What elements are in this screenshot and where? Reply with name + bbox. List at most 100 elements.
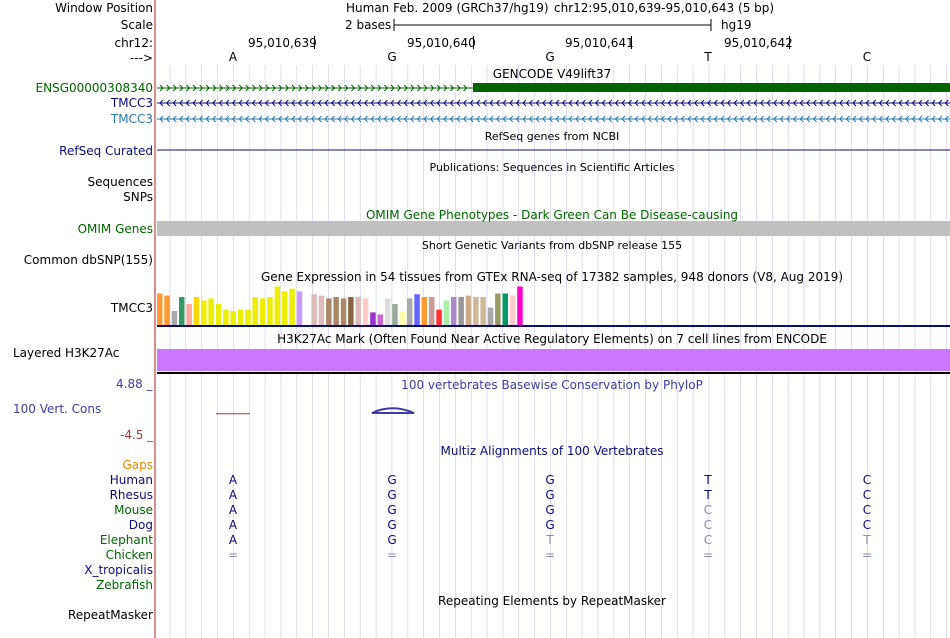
multiz-track-title[interactable]: Multiz Alignments of 100 Vertebrates [440,444,664,458]
publications-track-title[interactable]: Publications: Sequences in Scientific Ar… [429,161,675,174]
tmcc3-strand-arrow [383,115,388,123]
tmcc3-strand-arrow [205,115,210,123]
gtex-tissue-bar [281,291,288,325]
tmcc3-strand-arrow [924,99,929,107]
tmcc3-strand-arrow [185,115,190,123]
tmcc3-strand-arrow [700,115,705,123]
tmcc3-strand-arrow [812,115,817,123]
tmcc3-strand-arrow [601,99,606,107]
gencode-strand-arrow [172,84,177,92]
gtex-tissue-bar [318,295,325,325]
tmcc3-strand-arrow [192,115,197,123]
gencode-strand-arrow [450,84,455,92]
coord-tick-3 [631,36,632,49]
gencode-strand-arrow [417,84,422,92]
tmcc3-strand-arrow [370,115,375,123]
ref-base: G [545,50,555,64]
gencode-track-title[interactable]: GENCODE V49lift37 [492,67,612,81]
tmcc3-strand-arrow [746,115,751,123]
multiz-species-label[interactable]: Human [109,473,153,487]
omim-track-title[interactable]: OMIM Gene Phenotypes - Dark Green Can Be… [365,208,739,222]
repeatmasker-track-title[interactable]: Repeating Elements by RepeatMasker [438,594,666,608]
tmcc3-strand-arrow [172,115,177,123]
gtex-tissue-bar [296,291,303,325]
gtex-tissue-bar [186,304,192,325]
tmcc3-strand-arrow [911,99,916,107]
gtex-track-title[interactable]: Gene Expression in 54 tissues from GTEx … [260,270,844,284]
multiz-species-label[interactable]: Elephant [99,533,153,547]
window-position[interactable]: chr12:95,010,639-95,010,643 (5 bp) [554,1,775,15]
tmcc3-strand-arrow [759,115,764,123]
tmcc3-strand-arrow [614,115,619,123]
gencode-strand-arrow [384,84,389,92]
multiz-aligned-base: C [703,518,713,532]
multiz-species-label[interactable]: Chicken [105,548,153,562]
refseq-track-label[interactable]: RefSeq Curated [59,144,153,158]
gtex-tissue-bar [230,311,236,325]
multiz-species-label[interactable]: X_tropicalis [84,563,153,577]
ref-base: C [862,50,872,64]
multiz-gaps-label[interactable]: Gaps [122,458,153,472]
tmcc3-strand-arrow [304,99,309,107]
repeatmasker-track-label[interactable]: RepeatMasker [67,608,153,622]
tmcc3-strand-arrow [924,115,929,123]
tmcc3-strand-arrow [330,99,335,107]
gtex-tissue-bar [421,297,428,325]
tmcc3-strand-arrow [601,115,606,123]
multiz-species-label[interactable]: Zebrafish [96,578,153,592]
tmcc3-strand-arrow [509,99,514,107]
scale-label: Scale [120,18,153,32]
tmcc3-strand-arrow [575,115,580,123]
tmcc3-strand-arrow [687,115,692,123]
gtex-gene-label[interactable]: TMCC3 [110,301,153,315]
h3k27ac-track-label[interactable]: Layered H3K27Ac [13,346,120,360]
gtex-tissue-bar [487,307,494,325]
h3k27ac-track-title[interactable]: H3K27Ac Mark (Often Found Near Active Re… [277,332,827,346]
dbsnp-track-title[interactable]: Short Genetic Variants from dbSNP releas… [421,239,683,252]
refseq-track-title[interactable]: RefSeq genes from NCBI [484,130,620,143]
multiz-species-label[interactable]: Dog [128,518,153,532]
tmcc3-strand-arrow [561,99,566,107]
tmcc3-gene-label[interactable]: TMCC3 [110,96,153,110]
cons-track-label[interactable]: 100 Vert. Cons [13,402,102,416]
multiz-aligned-base: = [544,548,556,562]
gencode-strand-arrow [205,84,210,92]
gencode-strand-arrow [364,84,369,92]
tmcc3-strand-arrow [918,99,923,107]
tmcc3-strand-arrow [429,99,434,107]
tmcc3-strand-arrow [449,99,454,107]
tmcc3-strand-arrow [357,99,362,107]
tmcc3-strand-arrow [423,115,428,123]
publications-track-label[interactable]: Sequences [87,175,153,189]
multiz-species-label[interactable]: Rhesus [109,488,153,502]
tmcc3-gene-label-2[interactable]: TMCC3 [110,112,153,126]
tmcc3-strand-arrow [284,115,289,123]
snps-track-label[interactable]: SNPs [123,190,153,204]
tmcc3-strand-arrow [535,115,540,123]
gtex-tissue-bar [362,298,369,325]
tmcc3-strand-arrow [568,115,573,123]
cons-track-title[interactable]: 100 vertebrates Basewise Conservation by… [401,378,703,392]
multiz-aligned-base: = [702,548,714,562]
gencode-strand-arrow [377,84,382,92]
omim-track-label[interactable]: OMIM Genes [77,222,153,236]
omim-gene-bar [157,221,950,236]
multiz-species-label[interactable]: Mouse [114,503,153,517]
coord-1: 95,010,639 [248,36,317,50]
gtex-tissue-bar [370,312,376,325]
gencode-gene-label[interactable]: ENSG00000308340 [35,81,153,95]
tmcc3-strand-arrow [495,99,500,107]
gtex-tissue-bar [517,286,523,325]
tmcc3-strand-arrow [423,99,428,107]
dbsnp-track-label[interactable]: Common dbSNP(155) [23,253,153,267]
tmcc3-strand-arrow [245,115,250,123]
tmcc3-strand-arrow [231,99,236,107]
tmcc3-strand-arrow [667,115,672,123]
tmcc3-strand-arrow [786,99,791,107]
gencode-strand-arrow [351,84,356,92]
tmcc3-strand-arrow [674,99,679,107]
tmcc3-strand-arrow [707,115,712,123]
gtex-tissue-bar [267,297,273,325]
gtex-tissue-bar [509,295,516,325]
tmcc3-strand-arrow [944,115,949,123]
